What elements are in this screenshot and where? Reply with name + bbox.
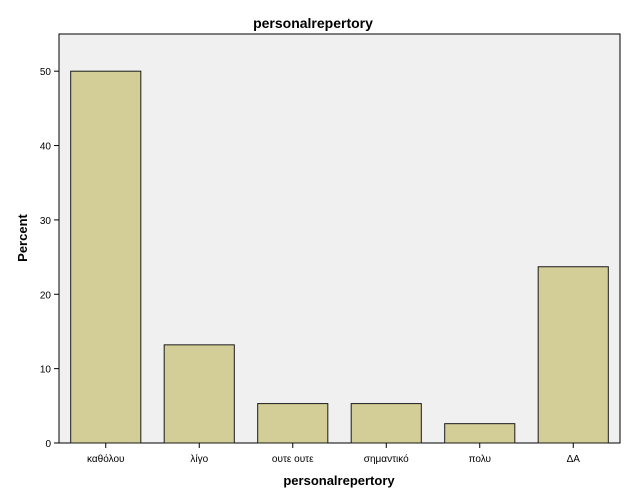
bars-group [70, 70, 609, 444]
bar-5 [537, 266, 609, 444]
bar-2 [257, 403, 329, 444]
x-axis-label: personalrepertory [283, 473, 395, 488]
bar-1 [163, 344, 235, 444]
y-tick-label-3: 30 [40, 216, 52, 227]
x-tick-label-3: σημαντικό [364, 453, 409, 465]
y-tick-label-0: 0 [45, 439, 51, 450]
y-axis-label: Percent [15, 213, 30, 261]
plot-area [58, 33, 621, 444]
x-tick-label-2: ουτε ουτε [272, 454, 314, 465]
x-tick-label-4: πολυ [469, 454, 491, 465]
bar-3 [350, 403, 422, 444]
x-tick-label-5: ΔΑ [567, 454, 581, 465]
x-tick-label-1: λίγο [190, 453, 208, 465]
y-tick-label-1: 10 [40, 365, 52, 376]
bar-4 [444, 423, 516, 444]
y-tick-label-5: 50 [40, 67, 52, 78]
y-axis: 0 10 20 30 40 50 [40, 67, 59, 450]
chart-title: personalrepertory [253, 15, 373, 31]
x-axis: καθόλου λίγο ουτε ουτε σημαντικό πολυ ΔΑ [87, 443, 580, 465]
y-tick-label-2: 20 [40, 290, 52, 301]
bar-0 [70, 70, 142, 444]
y-tick-label-4: 40 [40, 142, 52, 153]
x-tick-label-0: καθόλου [87, 453, 124, 465]
